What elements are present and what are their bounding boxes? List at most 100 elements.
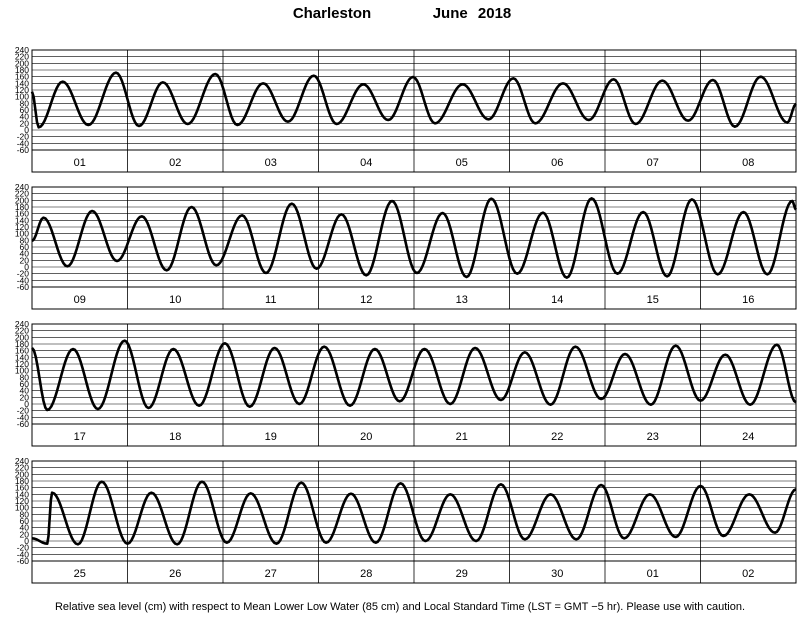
y-tick-label: 240	[15, 456, 29, 466]
y-tick-label: 20	[20, 392, 30, 402]
y-tick-label: 120	[15, 222, 29, 232]
y-tick-label: 180	[15, 476, 29, 486]
day-label: 09	[74, 294, 86, 306]
day-label: 27	[265, 568, 277, 580]
y-tick-label: 180	[15, 65, 29, 75]
day-label: 20	[360, 431, 372, 443]
tide-curve	[31, 197, 798, 279]
y-tick-label: 120	[15, 359, 29, 369]
day-label: 05	[456, 157, 468, 169]
y-tick-label: -60	[17, 145, 30, 155]
y-tick-label: -60	[17, 419, 30, 429]
day-label: 10	[169, 294, 181, 306]
y-tick-label: 80	[20, 98, 30, 108]
day-label: 19	[265, 431, 277, 443]
day-label: 02	[169, 157, 181, 169]
y-tick-label: 40	[20, 249, 30, 259]
y-tick-label: 140	[15, 215, 29, 225]
tide-curve	[31, 480, 797, 546]
y-tick-label: 100	[15, 92, 29, 102]
tide-curve	[30, 339, 797, 412]
y-tick-label: 60	[20, 105, 30, 115]
day-label: 21	[456, 431, 468, 443]
y-tick-label: 40	[20, 523, 30, 533]
y-tick-label: -40	[17, 412, 30, 422]
panel-frame	[31, 49, 797, 173]
y-tick-label: 100	[15, 229, 29, 239]
y-tick-label: 160	[15, 72, 29, 82]
y-tick-label: 20	[20, 255, 30, 265]
day-label: 06	[551, 157, 563, 169]
day-label: 16	[742, 294, 754, 306]
y-tick-label: 200	[15, 332, 29, 342]
y-tick-label: 220	[15, 463, 29, 473]
y-tick-label: 240	[15, 45, 29, 55]
y-tick-label: -60	[17, 282, 30, 292]
y-tick-label: 200	[15, 469, 29, 479]
y-tick-label: 100	[15, 503, 29, 513]
y-tick-label: 120	[15, 85, 29, 95]
y-tick-label: 180	[15, 202, 29, 212]
y-tick-label: 0	[24, 262, 29, 272]
y-tick-label: 100	[15, 366, 29, 376]
y-tick-label: -40	[17, 138, 30, 148]
y-tick-label: 40	[20, 112, 30, 122]
y-tick-label: -20	[17, 132, 30, 142]
footer-note: Relative sea level (cm) with respect to …	[54, 601, 746, 613]
day-label: 26	[169, 568, 181, 580]
y-tick-label: 80	[20, 372, 30, 382]
day-label: 22	[551, 431, 563, 443]
y-tick-label: 40	[20, 386, 30, 396]
y-tick-label: 140	[15, 78, 29, 88]
day-label: 24	[742, 431, 754, 443]
y-tick-label: -20	[17, 406, 30, 416]
y-tick-label: 60	[20, 379, 30, 389]
y-tick-label: 60	[20, 242, 30, 252]
y-tick-label: 220	[15, 326, 29, 336]
y-tick-label: -40	[17, 275, 30, 285]
y-tick-label: 240	[15, 319, 29, 329]
y-tick-label: 60	[20, 516, 30, 526]
day-label: 25	[74, 568, 86, 580]
y-tick-label: 20	[20, 118, 30, 128]
y-tick-label: 160	[15, 209, 29, 219]
day-label: 29	[456, 568, 468, 580]
day-label: 23	[647, 431, 659, 443]
y-tick-label: -20	[17, 543, 30, 553]
y-tick-label: 240	[15, 182, 29, 192]
y-tick-label: 120	[15, 496, 29, 506]
day-label: 28	[360, 568, 372, 580]
day-label: 11	[265, 294, 276, 306]
day-label: 02	[742, 568, 754, 580]
day-label: 08	[742, 157, 754, 169]
y-tick-label: 0	[24, 399, 29, 409]
chart-title-month: June 2018	[412, 5, 532, 22]
panel-frame	[31, 323, 797, 447]
day-label: 04	[360, 157, 372, 169]
y-tick-label: 160	[15, 346, 29, 356]
day-label: 14	[551, 294, 563, 306]
day-label: 07	[647, 157, 659, 169]
y-tick-label: 140	[15, 352, 29, 362]
day-label: 03	[265, 157, 277, 169]
y-tick-label: 0	[24, 125, 29, 135]
y-tick-label: 220	[15, 189, 29, 199]
y-tick-label: 140	[15, 489, 29, 499]
y-tick-label: 20	[20, 529, 30, 539]
day-label: 01	[74, 157, 86, 169]
day-label: 13	[456, 294, 468, 306]
chart-title-station: Charleston	[292, 5, 372, 22]
tide-chart: -60-40-200204060801001201401601802002202…	[15, 45, 798, 584]
y-tick-label: 200	[15, 58, 29, 68]
chart-title-year: 2018	[477, 5, 512, 22]
day-label: 17	[74, 431, 86, 443]
y-tick-label: 80	[20, 509, 30, 519]
y-tick-label: 200	[15, 195, 29, 205]
chart-title-month-name: June	[432, 5, 468, 22]
panel-frame	[31, 460, 797, 584]
y-tick-label: 80	[20, 235, 30, 245]
y-tick-label: 160	[15, 483, 29, 493]
day-label: 30	[551, 568, 563, 580]
y-tick-label: -20	[17, 269, 30, 279]
y-tick-label: 0	[24, 536, 29, 546]
